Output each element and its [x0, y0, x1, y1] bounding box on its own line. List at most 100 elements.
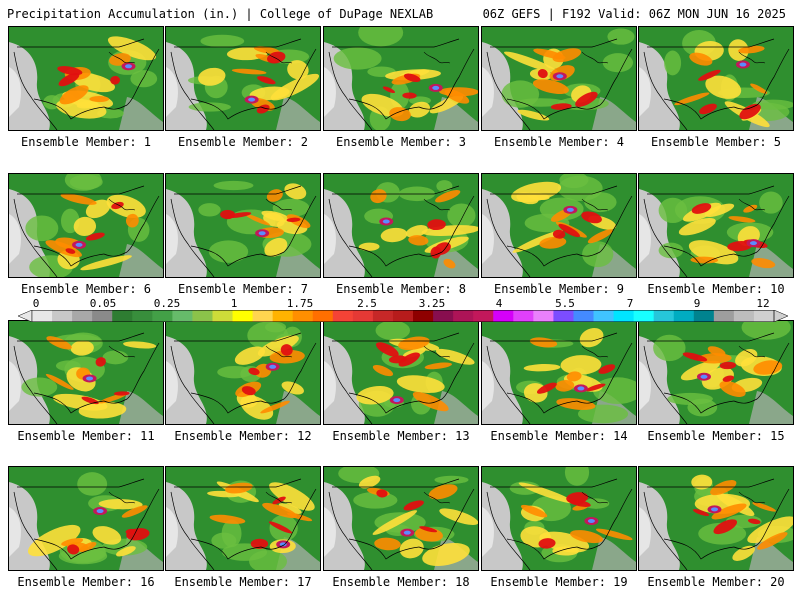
precip-area	[113, 391, 130, 396]
precip-area	[739, 62, 747, 67]
precip-area	[65, 248, 76, 254]
us-canada-border	[174, 185, 302, 195]
dry-region	[482, 189, 523, 277]
dry-region	[749, 244, 793, 277]
precip-area	[403, 530, 411, 535]
precip-area	[258, 231, 266, 236]
colorbar-segment	[192, 310, 213, 322]
precip-area	[674, 92, 710, 106]
dry-region	[482, 336, 523, 424]
us-mexico-border	[190, 538, 262, 560]
precip-area	[751, 258, 776, 269]
ensemble-map-panel	[323, 466, 479, 571]
coastline	[260, 195, 317, 257]
ensemble-member-label: Ensemble Member: 15	[647, 429, 785, 443]
precip-area	[750, 83, 768, 94]
dry-region	[166, 214, 178, 264]
colorbar-tick-label: 0	[32, 297, 40, 310]
coastline	[13, 198, 58, 277]
dry-region	[119, 391, 163, 424]
us-mexico-border	[663, 538, 735, 560]
dry-region	[324, 189, 365, 277]
us-canada-border	[17, 478, 145, 488]
precip-map	[639, 27, 793, 130]
ensemble-member-label: Ensemble Member: 11	[17, 429, 155, 443]
dry-region	[166, 361, 178, 411]
precip-area	[280, 344, 293, 356]
precip-area	[711, 503, 747, 520]
precip-area	[700, 374, 708, 379]
colorbar-segment	[392, 310, 414, 322]
dry-region	[9, 42, 50, 130]
dry-region	[166, 336, 207, 424]
precip-area	[376, 489, 388, 498]
precip-area	[529, 337, 558, 348]
precip-area	[245, 213, 270, 226]
ensemble-map-panel	[323, 320, 479, 425]
great-lakes	[108, 345, 136, 358]
colorbar-segment	[733, 310, 755, 322]
coastline	[260, 488, 317, 550]
precip-area	[539, 236, 567, 249]
us-mexico-border	[190, 392, 262, 414]
coastline	[103, 488, 160, 550]
us-canada-border	[174, 478, 302, 488]
precip-area	[536, 382, 557, 394]
precip-map	[9, 467, 163, 570]
coastline	[13, 345, 58, 424]
precip-area	[570, 530, 604, 544]
precip-area	[690, 256, 719, 264]
ensemble-map-panel	[638, 26, 794, 131]
precip-area	[738, 45, 765, 54]
great-lakes	[738, 491, 766, 504]
precip-area	[422, 542, 470, 566]
us-mexico-border	[33, 98, 105, 120]
precip-area	[198, 67, 226, 86]
precip-area	[121, 505, 148, 518]
precip-map	[166, 27, 320, 130]
precip-area	[566, 371, 582, 382]
precip-area	[398, 352, 421, 367]
precip-map	[166, 321, 320, 424]
ensemble-member-label: Ensemble Member: 10	[647, 282, 785, 296]
coastline	[418, 195, 475, 257]
colorbar-segment	[433, 310, 454, 322]
us-mexico-border	[348, 392, 420, 414]
precip-area	[707, 346, 726, 357]
precip-area	[272, 198, 310, 217]
precip-area	[713, 519, 738, 535]
colorbar-segment	[72, 310, 93, 322]
great-lakes	[108, 491, 136, 504]
precip-area	[658, 197, 688, 224]
us-mexico-border	[190, 98, 262, 120]
precip-area	[52, 393, 108, 411]
us-mexico-border	[663, 98, 735, 120]
precip-area	[226, 212, 252, 219]
us-canada-border	[332, 478, 460, 488]
precip-area	[116, 546, 136, 557]
coastline	[733, 342, 790, 404]
colorbar-segment	[272, 310, 294, 322]
precip-area	[747, 518, 761, 525]
precip-area	[688, 240, 739, 265]
colorbar-min-arrow	[18, 310, 33, 322]
colorbar-tick-label: 1	[230, 297, 238, 310]
ensemble-member-label: Ensemble Member: 14	[490, 429, 628, 443]
precip-map	[166, 467, 320, 570]
coastline	[576, 195, 633, 257]
precip-area	[757, 532, 788, 550]
precip-area	[658, 242, 684, 259]
colorbar-tick-label: 7	[626, 297, 634, 310]
colorbar-segment	[172, 310, 193, 322]
precip-area	[698, 522, 747, 545]
ensemble-member-label: Ensemble Member: 3	[335, 135, 467, 149]
coastline	[576, 488, 633, 550]
dry-region	[482, 482, 523, 570]
precip-area	[711, 507, 719, 512]
precip-area	[667, 392, 713, 405]
precip-area	[719, 380, 746, 397]
precip-area	[595, 528, 633, 541]
precip-area	[388, 355, 407, 364]
precip-area	[504, 51, 559, 74]
precip-area	[419, 526, 438, 533]
